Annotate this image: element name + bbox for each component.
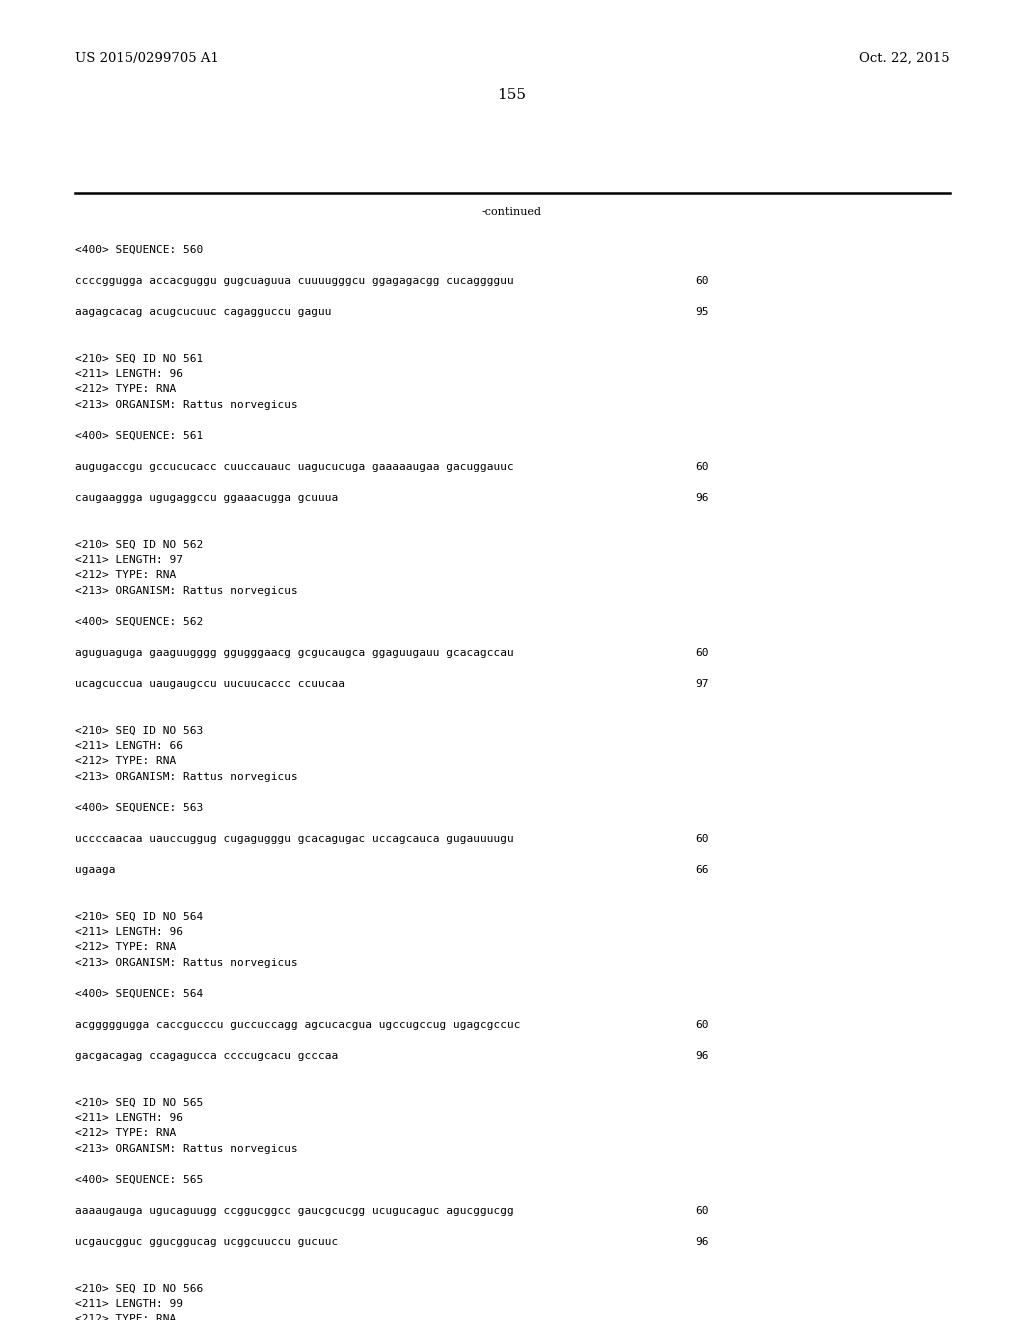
Text: US 2015/0299705 A1: US 2015/0299705 A1 bbox=[75, 51, 219, 65]
Text: <212> TYPE: RNA: <212> TYPE: RNA bbox=[75, 1129, 176, 1138]
Text: <211> LENGTH: 97: <211> LENGTH: 97 bbox=[75, 554, 183, 565]
Text: 96: 96 bbox=[695, 1237, 709, 1247]
Text: <213> ORGANISM: Rattus norvegicus: <213> ORGANISM: Rattus norvegicus bbox=[75, 772, 298, 781]
Text: 60: 60 bbox=[695, 834, 709, 843]
Text: aagagcacag acugcucuuc cagagguccu gaguu: aagagcacag acugcucuuc cagagguccu gaguu bbox=[75, 308, 332, 317]
Text: <400> SEQUENCE: 562: <400> SEQUENCE: 562 bbox=[75, 616, 203, 627]
Text: <210> SEQ ID NO 561: <210> SEQ ID NO 561 bbox=[75, 354, 203, 363]
Text: <400> SEQUENCE: 561: <400> SEQUENCE: 561 bbox=[75, 432, 203, 441]
Text: 60: 60 bbox=[695, 1020, 709, 1030]
Text: <213> ORGANISM: Rattus norvegicus: <213> ORGANISM: Rattus norvegicus bbox=[75, 586, 298, 597]
Text: 60: 60 bbox=[695, 462, 709, 473]
Text: 66: 66 bbox=[695, 865, 709, 875]
Text: <400> SEQUENCE: 560: <400> SEQUENCE: 560 bbox=[75, 246, 203, 255]
Text: 95: 95 bbox=[695, 308, 709, 317]
Text: <213> ORGANISM: Rattus norvegicus: <213> ORGANISM: Rattus norvegicus bbox=[75, 1144, 298, 1154]
Text: caugaaggga ugugaggccu ggaaacugga gcuuua: caugaaggga ugugaggccu ggaaacugga gcuuua bbox=[75, 492, 338, 503]
Text: <211> LENGTH: 96: <211> LENGTH: 96 bbox=[75, 927, 183, 937]
Text: aaaaugauga ugucaguugg ccggucggcc gaucgcucgg ucugucaguc agucggucgg: aaaaugauga ugucaguugg ccggucggcc gaucgcu… bbox=[75, 1206, 514, 1216]
Text: augugaccgu gccucucacc cuuccauauc uagucucuga gaaaaaugaa gacuggauuc: augugaccgu gccucucacc cuuccauauc uagucuc… bbox=[75, 462, 514, 473]
Text: <213> ORGANISM: Rattus norvegicus: <213> ORGANISM: Rattus norvegicus bbox=[75, 958, 298, 968]
Text: ucagcuccua uaugaugccu uucuucaccc ccuucaa: ucagcuccua uaugaugccu uucuucaccc ccuucaa bbox=[75, 678, 345, 689]
Text: <212> TYPE: RNA: <212> TYPE: RNA bbox=[75, 942, 176, 953]
Text: <211> LENGTH: 96: <211> LENGTH: 96 bbox=[75, 370, 183, 379]
Text: <212> TYPE: RNA: <212> TYPE: RNA bbox=[75, 570, 176, 581]
Text: 60: 60 bbox=[695, 276, 709, 286]
Text: gacgacagag ccagagucca ccccugcacu gcccaa: gacgacagag ccagagucca ccccugcacu gcccaa bbox=[75, 1051, 338, 1061]
Text: <211> LENGTH: 96: <211> LENGTH: 96 bbox=[75, 1113, 183, 1123]
Text: <210> SEQ ID NO 564: <210> SEQ ID NO 564 bbox=[75, 912, 203, 921]
Text: <210> SEQ ID NO 562: <210> SEQ ID NO 562 bbox=[75, 540, 203, 549]
Text: ugaaga: ugaaga bbox=[75, 865, 116, 875]
Text: Oct. 22, 2015: Oct. 22, 2015 bbox=[859, 51, 950, 65]
Text: 97: 97 bbox=[695, 678, 709, 689]
Text: -continued: -continued bbox=[482, 207, 542, 216]
Text: 96: 96 bbox=[695, 1051, 709, 1061]
Text: aguguaguga gaaguugggg ggugggaacg gcgucaugca ggaguugauu gcacagccau: aguguaguga gaaguugggg ggugggaacg gcgucau… bbox=[75, 648, 514, 657]
Text: uccccaacaa uauccuggug cugagugggu gcacagugac uccagcauca gugauuuugu: uccccaacaa uauccuggug cugagugggu gcacagu… bbox=[75, 834, 514, 843]
Text: <211> LENGTH: 66: <211> LENGTH: 66 bbox=[75, 741, 183, 751]
Text: <211> LENGTH: 99: <211> LENGTH: 99 bbox=[75, 1299, 183, 1309]
Text: <400> SEQUENCE: 565: <400> SEQUENCE: 565 bbox=[75, 1175, 203, 1185]
Text: <212> TYPE: RNA: <212> TYPE: RNA bbox=[75, 756, 176, 767]
Text: 60: 60 bbox=[695, 1206, 709, 1216]
Text: <210> SEQ ID NO 565: <210> SEQ ID NO 565 bbox=[75, 1097, 203, 1107]
Text: <400> SEQUENCE: 563: <400> SEQUENCE: 563 bbox=[75, 803, 203, 813]
Text: 96: 96 bbox=[695, 492, 709, 503]
Text: 60: 60 bbox=[695, 648, 709, 657]
Text: <212> TYPE: RNA: <212> TYPE: RNA bbox=[75, 384, 176, 395]
Text: 155: 155 bbox=[498, 88, 526, 102]
Text: <210> SEQ ID NO 563: <210> SEQ ID NO 563 bbox=[75, 726, 203, 735]
Text: <210> SEQ ID NO 566: <210> SEQ ID NO 566 bbox=[75, 1283, 203, 1294]
Text: <212> TYPE: RNA: <212> TYPE: RNA bbox=[75, 1315, 176, 1320]
Text: ucgaucgguc ggucggucag ucggcuuccu gucuuc: ucgaucgguc ggucggucag ucggcuuccu gucuuc bbox=[75, 1237, 338, 1247]
Text: ccccggugga accacguggu gugcuaguua cuuuugggcu ggagagacgg cucagggguu: ccccggugga accacguggu gugcuaguua cuuuugg… bbox=[75, 276, 514, 286]
Text: <400> SEQUENCE: 564: <400> SEQUENCE: 564 bbox=[75, 989, 203, 999]
Text: acgggggugga caccgucccu guccuccagg agcucacgua ugccugccug ugagcgccuc: acgggggugga caccgucccu guccuccagg agcuca… bbox=[75, 1020, 520, 1030]
Text: <213> ORGANISM: Rattus norvegicus: <213> ORGANISM: Rattus norvegicus bbox=[75, 400, 298, 411]
